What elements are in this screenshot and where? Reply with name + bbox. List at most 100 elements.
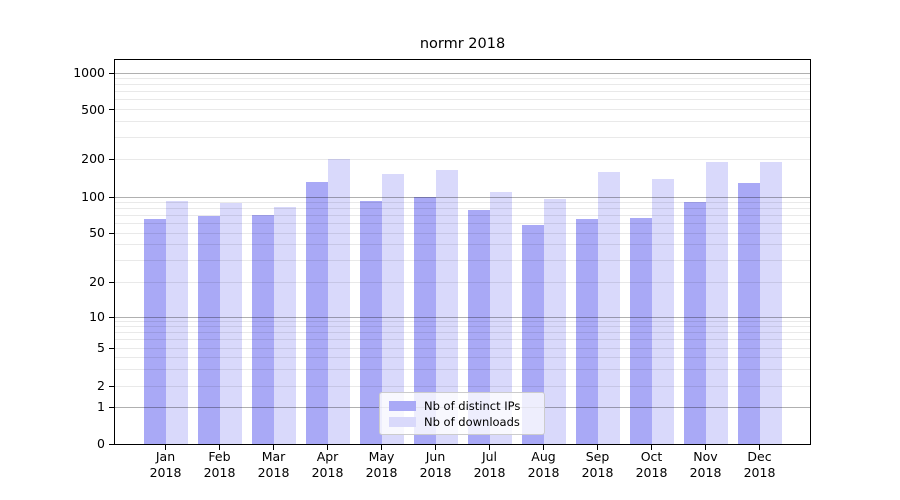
legend-label-distinct-ips: Nb of distinct IPs [424, 398, 521, 413]
x-tick-mark [165, 445, 166, 450]
bar-distinct-ips [629, 217, 652, 444]
y-tick-mark [109, 196, 114, 198]
y-tick-label: 50 [89, 225, 105, 240]
x-tick-label: Dec 2018 [743, 449, 776, 480]
gridline-major [115, 196, 810, 198]
bar-distinct-ips [413, 197, 436, 444]
bar-distinct-ips [575, 218, 598, 444]
legend-label-downloads: Nb of downloads [424, 414, 520, 429]
gridline-minor [115, 339, 810, 341]
x-tick-label: Jun 2018 [419, 449, 452, 480]
y-tick-mark [109, 406, 114, 408]
legend-swatch-downloads [389, 416, 416, 427]
bar-downloads [597, 171, 620, 444]
y-tick-mark [109, 443, 114, 445]
gridline-minor [115, 91, 810, 93]
bar-distinct-ips [737, 182, 760, 444]
gridline-major [115, 72, 810, 74]
x-tick-label: May 2018 [365, 449, 398, 480]
bar-downloads [651, 178, 674, 444]
y-tick-mark [109, 385, 114, 387]
legend-swatch-distinct-ips [389, 400, 416, 411]
x-tick-mark [597, 445, 598, 450]
gridline-minor [115, 99, 810, 101]
legend: Nb of distinct IPs Nb of downloads [379, 392, 545, 435]
x-tick-mark [435, 445, 436, 450]
y-tick-label: 20 [89, 274, 105, 289]
bar-downloads [543, 198, 566, 444]
x-tick-mark [489, 445, 490, 450]
bar-distinct-ips [467, 209, 490, 444]
gridline-minor [115, 208, 810, 210]
y-tick-mark [109, 158, 114, 160]
bar-downloads [435, 170, 458, 444]
x-tick-label: Jan 2018 [149, 449, 182, 480]
x-tick-mark [273, 445, 274, 450]
gridline-minor [115, 326, 810, 328]
bar-downloads [219, 203, 242, 444]
gridline-minor [115, 201, 810, 203]
gridline-minor [115, 368, 810, 370]
x-tick-label: Mar 2018 [257, 449, 290, 480]
y-tick-label: 500 [81, 101, 105, 117]
legend-item-downloads: Nb of downloads [380, 416, 544, 428]
y-tick-mark [109, 232, 114, 234]
bar-distinct-ips [251, 214, 274, 444]
bar-downloads [381, 174, 404, 444]
x-tick-label: Nov 2018 [689, 449, 722, 480]
x-tick-mark [543, 445, 544, 450]
x-tick-mark [219, 445, 220, 450]
x-tick-mark [651, 445, 652, 450]
y-tick-label: 0 [97, 436, 105, 451]
bar-downloads [165, 201, 188, 444]
bar-downloads [489, 191, 512, 444]
y-tick-label: 100 [81, 189, 105, 204]
y-tick-label: 5 [97, 340, 105, 355]
y-tick-mark [109, 281, 114, 283]
gridline-minor [115, 136, 810, 138]
y-tick-label: 2 [97, 378, 105, 393]
gridline-minor [115, 223, 810, 225]
y-tick-mark [109, 109, 114, 110]
y-tick-mark [109, 347, 114, 349]
bar-distinct-ips [197, 215, 220, 444]
y-tick-mark [109, 316, 114, 318]
bar-downloads [705, 161, 728, 444]
gridline-minor [115, 244, 810, 246]
y-tick-label: 1000 [73, 65, 105, 80]
gridline-minor [115, 259, 810, 261]
gridline-minor [115, 109, 810, 110]
chart-title: normr 2018 [419, 36, 506, 52]
x-tick-label: Oct 2018 [635, 449, 668, 480]
x-tick-label: Jul 2018 [473, 449, 506, 480]
y-tick-label: 200 [81, 151, 105, 166]
x-tick-mark [759, 445, 760, 450]
bar-downloads [327, 159, 350, 444]
gridline-minor [115, 121, 810, 123]
gridline-minor [115, 84, 810, 86]
bar-distinct-ips [143, 218, 166, 444]
gridline-minor [115, 385, 810, 387]
x-tick-label: Apr 2018 [311, 449, 344, 480]
gridline-minor [115, 158, 810, 160]
x-tick-mark [327, 445, 328, 450]
y-tick-label: 10 [89, 309, 105, 324]
bar-distinct-ips [521, 225, 544, 444]
bar-distinct-ips [305, 181, 328, 444]
gridline-minor [115, 356, 810, 358]
x-tick-mark [705, 445, 706, 450]
x-tick-label: Sep 2018 [581, 449, 614, 480]
gridline-minor [115, 332, 810, 334]
gridline-minor [115, 232, 810, 234]
gridline-major [115, 316, 810, 318]
gridline-minor [115, 215, 810, 217]
x-tick-label: Feb 2018 [203, 449, 236, 480]
gridline-minor [115, 321, 810, 323]
y-tick-label: 1 [97, 399, 105, 414]
y-tick-mark [109, 72, 114, 74]
bar-downloads [273, 206, 296, 444]
gridline-minor [115, 281, 810, 283]
gridline-minor [115, 347, 810, 349]
legend-item-distinct-ips: Nb of distinct IPs [380, 400, 544, 412]
